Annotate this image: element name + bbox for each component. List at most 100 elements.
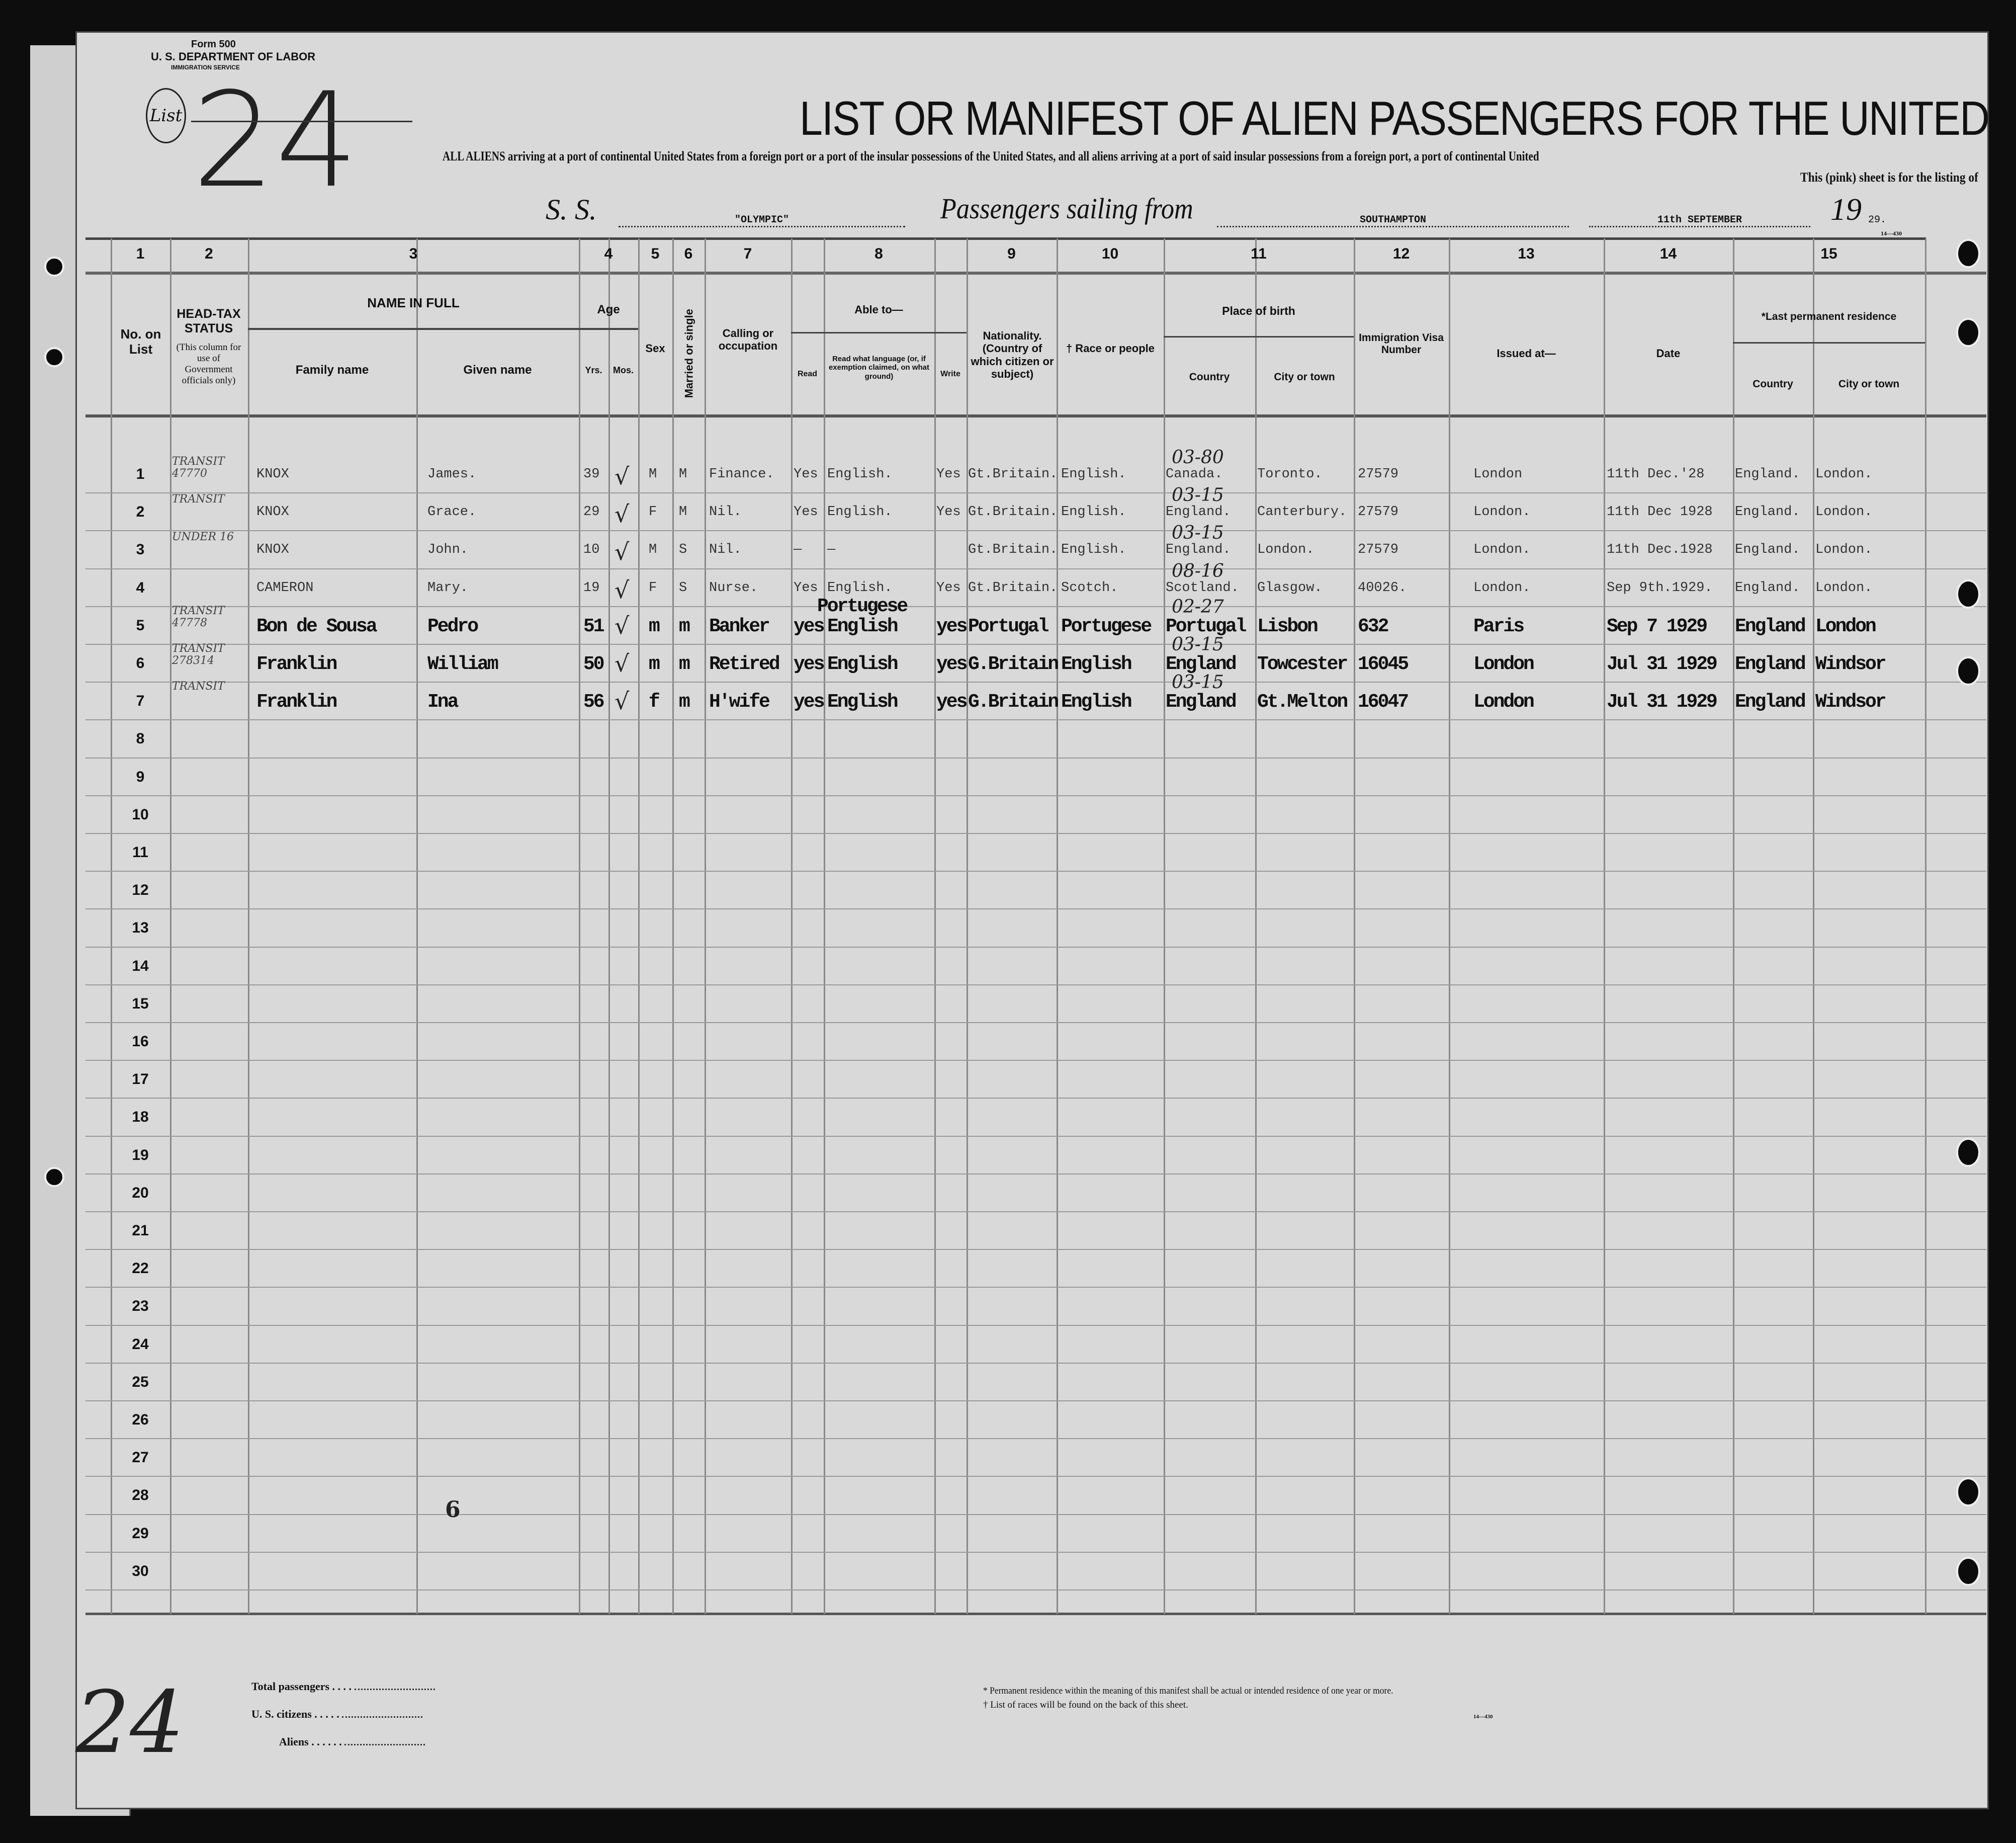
row-line [85, 1060, 1986, 1061]
column-divider [416, 238, 418, 1614]
cell-yrs: 56 [583, 691, 605, 713]
cell-read: Yes [794, 505, 818, 520]
name-subheader-line [248, 328, 638, 330]
cell-nationality: Portugal [968, 615, 1049, 637]
header-read-language: Read what language (or, if exemption cla… [828, 355, 930, 381]
binder-hole [44, 347, 64, 367]
header-head-tax: HEAD-TAX STATUS [177, 307, 241, 336]
column-number: 8 [874, 245, 883, 262]
binder-hole [44, 257, 64, 277]
binder-hole [1956, 579, 1980, 609]
cell-given: Mary. [427, 580, 469, 596]
header-birth-city: City or town [1274, 371, 1335, 383]
column-number: 13 [1518, 245, 1535, 262]
cell-read: Yes [794, 580, 818, 596]
header-race: † Race or people [1066, 342, 1155, 355]
header-married: Married or single [682, 309, 695, 398]
list-number-handwritten: 24 [192, 65, 359, 217]
table-top-line [85, 237, 1926, 240]
handwritten-birth-code: 03-15 [1172, 485, 1224, 506]
aliens-label: Aliens [279, 1735, 309, 1748]
cell-date: 11th Dec 1928 [1607, 505, 1713, 520]
cell-birth-city: Lisbon [1257, 615, 1319, 637]
header-head-tax-note: (This column for use of Government offic… [176, 342, 241, 386]
column-number: 14 [1659, 245, 1677, 262]
handwritten-birth-code: 03-15 [1172, 523, 1224, 544]
cell-yrs: 51 [583, 615, 605, 637]
header-family-name: Family name [295, 363, 369, 377]
cell-nationality: G.Britain [968, 691, 1059, 713]
cell-sex: M [649, 542, 657, 558]
column-number: 7 [743, 245, 752, 262]
header-age: Age [597, 303, 620, 316]
cell-birth-city: Gt.Melton [1257, 691, 1348, 713]
row-number: 11 [132, 844, 148, 861]
column-number: 2 [205, 245, 213, 262]
cell-occupation: Nil. [709, 542, 742, 558]
column-number: 9 [1007, 245, 1016, 262]
check-mark-icon: √ [615, 463, 630, 490]
binder-hole [1956, 656, 1980, 686]
cell-res-country: England. [1735, 505, 1800, 520]
row-number: 24 [132, 1335, 149, 1353]
header-given-name: Given name [463, 363, 532, 377]
row-number: 10 [132, 806, 149, 823]
check-mark-icon: √ [615, 650, 630, 677]
header-res-country: Country [1752, 378, 1793, 390]
cell-yrs: 10 [583, 542, 600, 558]
cell-married: m [679, 653, 690, 675]
cell-visa: 27579 [1358, 467, 1399, 482]
row-line [85, 1514, 1986, 1515]
column-divider [579, 238, 580, 1614]
row-number: 23 [132, 1298, 149, 1315]
row-number: 14 [132, 957, 149, 974]
manifest-title: LIST OR MANIFEST OF ALIEN PASSENGERS FOR… [800, 92, 1990, 145]
row-line [85, 984, 1986, 985]
row-line [85, 682, 1986, 683]
row-number: 8 [136, 730, 145, 747]
header-name-in-full: NAME IN FULL [367, 295, 460, 310]
column-divider [1164, 238, 1165, 1614]
cell-read: Yes [794, 467, 818, 482]
port-field: SOUTHAMPTON [1217, 214, 1569, 227]
header-date: Date [1656, 347, 1681, 360]
row-number: 30 [132, 1562, 149, 1579]
cell-read: — [794, 542, 802, 558]
row-line [85, 1589, 1986, 1590]
row-line [85, 1438, 1986, 1440]
cell-res-city: Windsor [1815, 691, 1887, 713]
row-line [85, 1211, 1986, 1212]
column-divider [1057, 238, 1058, 1614]
column-number: 10 [1101, 245, 1119, 262]
row-line [85, 1135, 1986, 1137]
service-label: IMMIGRATION SERVICE [171, 64, 240, 71]
us-citizens-label: U. S. citizens [251, 1708, 312, 1720]
row-number: 12 [132, 882, 149, 899]
column-divider [1925, 238, 1926, 1614]
cell-occupation: Nil. [709, 505, 742, 520]
cell-race: English [1061, 653, 1132, 675]
cell-family: Franklin [256, 653, 337, 675]
cell-given: Grace. [427, 505, 477, 520]
row-line [85, 719, 1986, 721]
binder-hole [1956, 318, 1980, 347]
year-prefix: 19 [1830, 193, 1862, 227]
sailing-label: Passengers sailing from [940, 192, 1193, 225]
cell-write: Yes [936, 580, 961, 596]
cell-yrs: 29 [583, 505, 600, 520]
row-line [85, 871, 1986, 872]
row-number: 17 [132, 1071, 149, 1088]
cell-birth-country: Portugal [1166, 615, 1247, 637]
bottom-list-number-handwritten: 24 [75, 1673, 185, 1773]
footnote-residence: * Permanent residence within the meaning… [983, 1686, 1393, 1696]
cell-language: — [827, 542, 836, 558]
residence-subheader-line [1733, 342, 1925, 344]
row-line [85, 644, 1986, 645]
cell-sex: F [649, 580, 657, 596]
cell-nationality: Gt.Britain. [968, 580, 1058, 596]
header-able-to: Able to— [854, 303, 903, 316]
cell-birth-city: Toronto. [1257, 467, 1323, 482]
cell-nationality: Gt.Britain. [968, 467, 1058, 482]
cell-date: Sep 9th.1929. [1607, 580, 1713, 596]
row-line [85, 1173, 1986, 1175]
